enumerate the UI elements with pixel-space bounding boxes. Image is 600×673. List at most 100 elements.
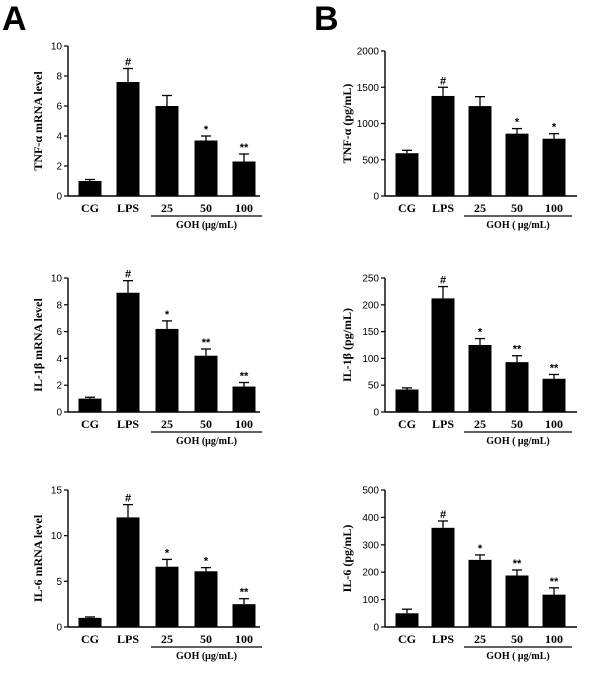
il1b-mrna-bar-3 <box>194 355 218 412</box>
il1b-protein-bar-0 <box>395 389 419 412</box>
il1b-mrna-category-1: LPS <box>117 417 139 431</box>
il1b-protein-ytick-label-5: 250 <box>362 274 379 285</box>
il6-mrna-category-1: LPS <box>117 632 139 646</box>
il1b-protein-category-2: 25 <box>474 417 486 431</box>
chart-tnf-mrna: 0 2 4 6 8 10 TNF-α mRNA level CG # LPS 25 * 50 ** 100 G… <box>31 42 262 231</box>
il1b-protein-ytick-label-4: 200 <box>362 300 379 311</box>
tnf-protein-ytick-label-2: 1000 <box>357 119 380 130</box>
il6-mrna-sig-4: ** <box>240 587 249 599</box>
il1b-protein-bar-4 <box>542 378 566 412</box>
il6-protein-sig-1: # <box>440 509 446 521</box>
tnf-mrna-bar-4 <box>232 161 256 196</box>
tnf-mrna-ylabel: TNF-α mRNA level <box>31 71 45 171</box>
il6-mrna-sig-1: # <box>125 493 131 505</box>
il1b-mrna-category-0: CG <box>81 417 99 431</box>
tnf-mrna-bar-1 <box>116 82 140 196</box>
il6-protein-ytick-label-1: 100 <box>362 595 379 606</box>
tnf-protein-ytick-label-4: 2000 <box>357 47 380 58</box>
tnf-protein-ytick-label-1: 500 <box>362 155 379 166</box>
il6-mrna-ytick-label-0: 0 <box>56 623 62 634</box>
il6-mrna-sig-3: * <box>204 556 209 568</box>
tnf-mrna-category-4: 100 <box>235 201 253 215</box>
il1b-protein-category-1: LPS <box>432 417 454 431</box>
il1b-protein-ytick-label-0: 0 <box>373 408 379 419</box>
il6-mrna-ytick-label-1: 5 <box>56 577 62 588</box>
il1b-mrna-category-3: 50 <box>200 417 212 431</box>
il1b-protein-category-0: CG <box>398 417 416 431</box>
il6-mrna-category-2: 25 <box>161 632 173 646</box>
il6-protein-ytick-label-0: 0 <box>373 623 379 634</box>
il6-protein-category-1: LPS <box>432 632 454 646</box>
il6-protein-category-2: 25 <box>474 632 486 646</box>
il1b-mrna-category-4: 100 <box>235 417 253 431</box>
il1b-protein-sig-2: * <box>478 327 483 339</box>
tnf-protein-category-4: 100 <box>545 201 563 215</box>
tnf-mrna-bar-3 <box>194 140 218 196</box>
tnf-mrna-ytick-label-2: 4 <box>56 132 62 143</box>
il6-mrna-group-label: GOH (μg/mL) <box>176 651 237 662</box>
chart-il1b-mrna: 0 2 4 6 8 10 IL-1β mRNA level CG # LPS * 25 ** 50 ** 10… <box>31 269 262 447</box>
il6-mrna-category-0: CG <box>81 632 99 646</box>
tnf-protein-category-1: LPS <box>432 201 454 215</box>
tnf-protein-bar-0 <box>395 153 419 196</box>
il6-protein-group-label: GOH ( μg/mL) <box>486 651 549 662</box>
il1b-protein-group-label: GOH ( μg/mL) <box>486 436 549 447</box>
tnf-mrna-ytick-label-5: 10 <box>51 42 63 53</box>
tnf-protein-bar-3 <box>505 133 529 196</box>
il6-protein-sig-3: ** <box>513 558 522 570</box>
il1b-mrna-sig-2: * <box>165 309 170 321</box>
tnf-protein-group-label: GOH ( μg/mL) <box>486 220 549 231</box>
il6-mrna-ytick-label-2: 10 <box>51 531 63 542</box>
tnf-mrna-category-2: 25 <box>161 201 173 215</box>
il1b-mrna-bar-1 <box>116 292 140 412</box>
il6-protein-bar-1 <box>431 527 455 627</box>
il1b-mrna-bar-0 <box>78 398 102 412</box>
il6-protein-bar-3 <box>505 575 529 627</box>
il6-mrna-ylabel: IL-6 mRNA level <box>31 514 45 602</box>
il6-protein-ytick-label-3: 300 <box>362 540 379 551</box>
il1b-protein-bar-3 <box>505 362 529 412</box>
il1b-mrna-group-label: GOH (μg/mL) <box>176 436 237 447</box>
tnf-mrna-group-label: GOH (μg/mL) <box>176 220 237 231</box>
il1b-mrna-sig-3: ** <box>202 337 211 349</box>
il1b-mrna-ytick-label-4: 8 <box>56 300 62 311</box>
il6-mrna-category-4: 100 <box>235 632 253 646</box>
tnf-mrna-bar-2 <box>155 106 179 196</box>
tnf-protein-ytick-label-0: 0 <box>373 192 379 203</box>
il1b-protein-ylabel: IL-1β (pg/mL) <box>340 308 354 382</box>
il6-protein-bar-0 <box>395 613 419 627</box>
il1b-protein-sig-1: # <box>440 275 446 287</box>
tnf-mrna-sig-1: # <box>125 57 131 69</box>
il1b-mrna-sig-1: # <box>125 269 131 281</box>
il1b-protein-bar-2 <box>468 345 492 412</box>
panel-label-a: A <box>2 0 27 38</box>
il6-protein-bar-4 <box>542 594 566 627</box>
il1b-protein-ytick-label-1: 50 <box>368 381 380 392</box>
il1b-protein-category-4: 100 <box>545 417 563 431</box>
il1b-protein-ytick-label-3: 150 <box>362 327 379 338</box>
tnf-mrna-ytick-label-3: 6 <box>56 102 62 113</box>
il6-protein-ytick-label-5: 500 <box>362 486 379 497</box>
panel-label-b: B <box>314 0 339 38</box>
tnf-mrna-bar-0 <box>78 181 102 196</box>
tnf-mrna-ytick-label-4: 8 <box>56 72 62 83</box>
il6-protein-category-0: CG <box>398 632 416 646</box>
tnf-protein-sig-4: * <box>552 122 557 134</box>
il1b-mrna-category-2: 25 <box>161 417 173 431</box>
il1b-protein-sig-3: ** <box>513 344 522 356</box>
il6-protein-ytick-label-2: 200 <box>362 568 379 579</box>
il6-mrna-ytick-label-3: 15 <box>51 486 63 497</box>
il1b-mrna-ylabel: IL-1β mRNA level <box>31 298 45 392</box>
chart-tnf-protein: 0 500 1000 1500 2000 TNF-α (pg/mL) CG # LPS 25 * 50… <box>340 47 577 231</box>
il6-mrna-bar-3 <box>194 571 218 627</box>
tnf-protein-bar-4 <box>542 138 566 196</box>
il6-protein-sig-2: * <box>478 543 483 555</box>
tnf-protein-bar-2 <box>468 106 492 196</box>
il1b-mrna-ytick-label-3: 6 <box>56 327 62 338</box>
tnf-protein-category-3: 50 <box>511 201 523 215</box>
tnf-protein-bar-1 <box>431 95 455 196</box>
chart-il6-mrna: 0 5 10 15 IL-6 mRNA level CG # LPS * 25 * 50 ** 100 GO… <box>31 486 262 662</box>
il1b-mrna-ytick-label-2: 4 <box>56 354 62 365</box>
il6-protein-sig-4: ** <box>550 576 559 588</box>
